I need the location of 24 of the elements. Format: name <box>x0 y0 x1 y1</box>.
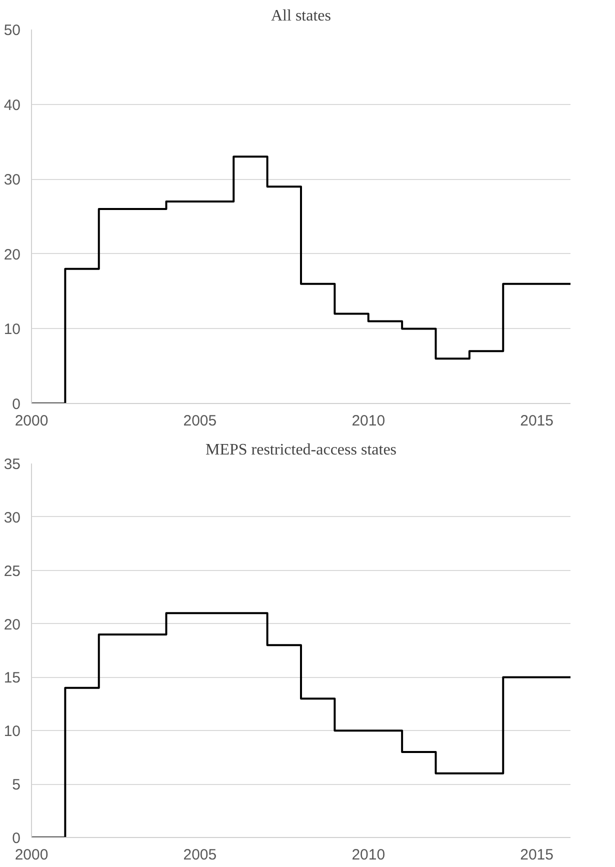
y-tick-label: 20 <box>4 616 21 634</box>
y-tick-label: 15 <box>4 670 21 687</box>
y-tick-label: 0 <box>12 830 20 847</box>
y-tick-label: 5 <box>12 776 20 794</box>
x-tick-label: 2010 <box>352 846 386 864</box>
chart-title: MEPS restricted-access states <box>205 442 397 458</box>
x-tick-label: 2010 <box>352 412 386 430</box>
y-tick-label: 20 <box>4 246 21 264</box>
y-tick-label: 30 <box>4 509 21 526</box>
x-tick-label: 2005 <box>183 412 217 430</box>
x-tick-label: 2015 <box>520 412 554 430</box>
chart-title: All states <box>271 8 332 24</box>
y-tick-label: 30 <box>4 172 21 189</box>
x-tick-label: 2015 <box>520 846 554 864</box>
y-tick-label: 0 <box>12 396 20 413</box>
y-tick-label: 25 <box>4 562 21 580</box>
y-tick-label: 35 <box>4 456 21 473</box>
y-tick-label: 10 <box>4 723 21 740</box>
x-tick-label: 2000 <box>14 412 48 430</box>
y-tick-label: 10 <box>4 321 21 338</box>
y-tick-label: 40 <box>4 96 21 114</box>
y-tick-label: 50 <box>4 22 21 39</box>
x-tick-label: 2000 <box>14 846 48 864</box>
x-tick-label: 2005 <box>183 846 217 864</box>
